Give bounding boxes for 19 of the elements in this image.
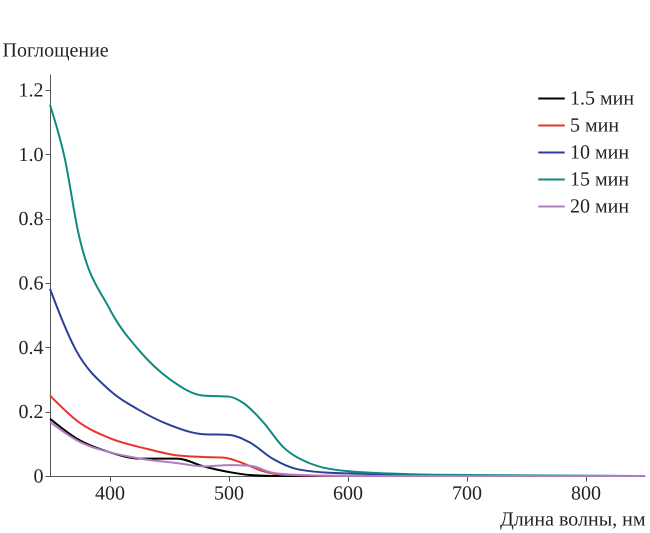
x-tick-label: 600 (333, 482, 363, 504)
y-tick-label: 0.6 (18, 272, 44, 295)
legend-label: 20 мин (570, 196, 630, 218)
x-tick-label: 500 (214, 482, 244, 504)
legend-label: 15 мин (570, 168, 630, 190)
legend-label: 10 мин (570, 142, 630, 164)
legend-label: 5 мин (570, 114, 620, 136)
x-tick-label: 800 (571, 482, 601, 504)
x-tick-label: 400 (95, 482, 125, 504)
y-tick-label: 0.8 (18, 208, 44, 230)
y-tick-label: 1.2 (18, 80, 44, 102)
y-tick-label: 0.4 (18, 336, 44, 359)
x-tick-label: 700 (452, 482, 482, 504)
y-axis-title: Поглощение (2, 40, 109, 62)
legend-label: 1.5 мин (570, 88, 634, 110)
y-tick-label: 0 (34, 466, 44, 488)
y-tick-label: 0.2 (18, 401, 44, 424)
x-axis-title: Длина волны, нм (500, 508, 646, 530)
y-tick-label: 1.0 (18, 144, 44, 166)
